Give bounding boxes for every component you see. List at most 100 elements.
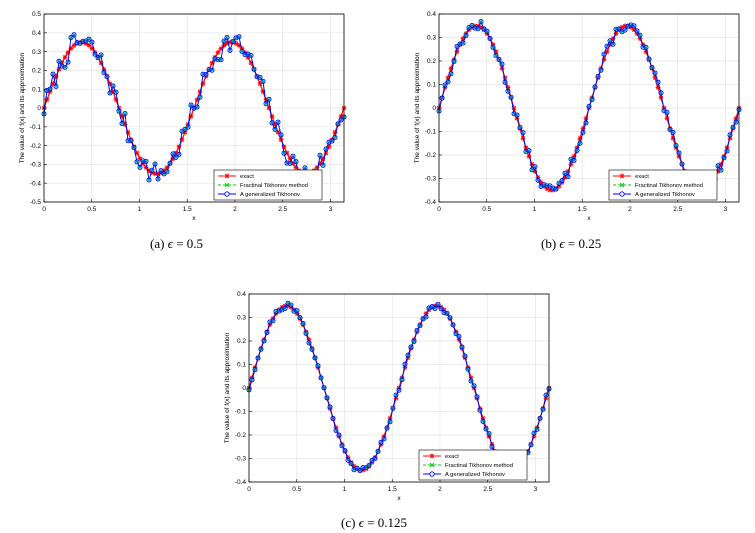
data-point-generalized — [50, 71, 56, 77]
data-point-exact — [502, 75, 508, 81]
data-point-exact — [62, 54, 68, 60]
x-tick-label: 1.5 — [183, 206, 192, 213]
data-point-generalized — [330, 416, 336, 422]
data-point-generalized — [255, 355, 261, 361]
data-point-generalized — [553, 186, 559, 192]
data-point-generalized — [170, 151, 176, 157]
data-point-generalized — [451, 59, 457, 65]
data-point-generalized — [336, 432, 342, 438]
data-point-generalized — [275, 119, 281, 125]
data-point-generalized — [489, 444, 495, 450]
chart-a-svg: 0 0.5 1 1.5 2 2.5 3 -0.5 -0.4 -0.3 -0.2 -0.1 0 0.1 0.2… — [19, 11, 347, 222]
data-point-generalized — [607, 38, 613, 44]
caption-b-label: (b) — [541, 236, 557, 251]
data-point-generalized — [345, 457, 351, 463]
data-point-generalized — [586, 103, 592, 109]
data-point-generalized — [324, 395, 330, 401]
data-point-generalized — [68, 35, 74, 41]
chart-panel-a: 0 0.5 1 1.5 2 2.5 3 -0.5 -0.4 -0.3 -0.2 -0.1 0 0.1 0.2… — [0, 0, 360, 225]
legend: exact Fractinal Tikhonov method A generali… — [608, 169, 718, 201]
caption-b: (b) ϵ = 0.25 — [541, 236, 601, 252]
data-point-generalized — [158, 168, 164, 174]
data-point-generalized — [137, 164, 143, 170]
data-point-generalized — [287, 160, 293, 166]
data-point-generalized — [465, 366, 471, 372]
data-point-generalized — [610, 41, 616, 47]
x-tick-label: 2.5 — [278, 206, 287, 213]
data-point-generalized — [652, 70, 658, 76]
data-point-generalized — [453, 331, 459, 337]
data-point-generalized — [583, 120, 589, 126]
data-point-generalized — [95, 55, 101, 61]
data-point-generalized — [281, 150, 287, 156]
y-tick-label: 0.4 — [237, 291, 246, 298]
x-tick-label: 3 — [724, 206, 728, 213]
caption-b-symbol: ϵ — [559, 236, 565, 251]
data-point-generalized — [152, 161, 158, 167]
data-point-generalized — [556, 180, 562, 186]
data-point-generalized — [483, 426, 489, 432]
data-point-generalized — [332, 134, 338, 140]
series-2 — [436, 19, 742, 198]
data-point-generalized — [390, 405, 396, 411]
data-point-generalized — [119, 120, 125, 126]
data-point-generalized — [577, 140, 583, 146]
y-tick-label: -0.3 — [425, 176, 437, 183]
data-point-generalized — [592, 84, 598, 90]
data-point-generalized — [366, 462, 372, 468]
y-tick-label: -0.2 — [30, 143, 42, 150]
legend-box — [418, 449, 528, 481]
data-point-generalized — [86, 36, 92, 42]
data-point-generalized — [679, 161, 685, 167]
data-point-generalized — [288, 302, 294, 308]
x-tick-label: 1.5 — [578, 206, 587, 213]
legend-item-2: A generalized Tikhonov — [423, 471, 505, 478]
data-point-exact — [215, 50, 221, 55]
legend-label: exact — [240, 174, 254, 180]
data-point-generalized — [574, 147, 580, 153]
data-point-generalized — [450, 322, 456, 328]
data-point-generalized — [634, 28, 640, 34]
x-tick-label: 0 — [437, 206, 441, 213]
data-point-generalized — [402, 361, 408, 367]
data-point-exact — [269, 113, 275, 119]
data-point-generalized — [490, 44, 496, 50]
data-point-generalized — [47, 86, 53, 92]
data-point-generalized — [399, 377, 405, 383]
data-point-generalized — [595, 73, 601, 79]
x-tick-label: 0 — [42, 206, 46, 213]
data-point-generalized — [312, 355, 318, 361]
y-tick-label: 0 — [242, 385, 246, 392]
legend: exact Fractinal Tikhonov method A generali… — [213, 169, 323, 201]
caption-a: (a) ϵ = 0.5 — [150, 236, 203, 252]
data-point-generalized — [236, 34, 242, 40]
x-axis-label: x — [397, 495, 401, 502]
data-point-generalized — [664, 109, 670, 115]
legend-item-2: A generalized Tikhonov — [613, 191, 695, 198]
data-point-exact — [71, 43, 77, 48]
data-point-generalized — [338, 117, 344, 123]
data-point-generalized — [471, 383, 477, 389]
data-point-generalized — [263, 101, 269, 107]
data-point-generalized — [248, 53, 254, 59]
data-point-exact — [613, 31, 619, 36]
x-tick-label: 2 — [233, 206, 237, 213]
data-point-generalized — [474, 394, 480, 400]
data-point-generalized — [300, 321, 306, 327]
legend-label: A generalized Tikhonov — [240, 192, 300, 198]
data-point-generalized — [580, 129, 586, 135]
data-point-exact — [583, 115, 589, 121]
data-point-generalized — [56, 58, 62, 64]
data-point-exact — [194, 97, 200, 103]
data-point-generalized — [532, 164, 538, 170]
data-point-generalized — [384, 425, 390, 431]
data-point-generalized — [724, 148, 730, 154]
legend: exact Fractinal Tikhonov method A generali… — [418, 449, 528, 481]
caption-c-value: = 0.125 — [367, 515, 408, 530]
data-point-generalized — [372, 456, 378, 462]
data-point-generalized — [601, 51, 607, 57]
data-point-generalized — [562, 170, 568, 176]
data-point-generalized — [378, 439, 384, 445]
x-axis-label: x — [587, 215, 591, 222]
data-point-generalized — [333, 427, 339, 433]
